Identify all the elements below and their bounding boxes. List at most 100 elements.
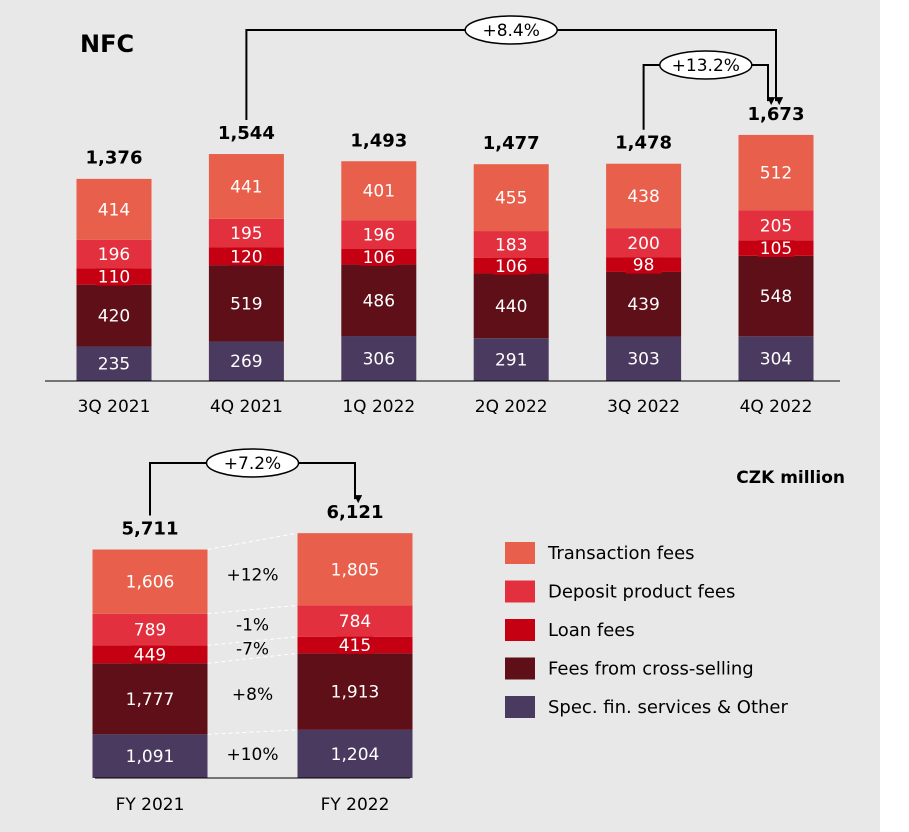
value-label: 789 (134, 621, 166, 641)
legend-label: Loan fees (548, 620, 635, 641)
value-label: 269 (230, 352, 262, 372)
value-label: 110 (98, 268, 130, 288)
value-label: 1,913 (331, 683, 380, 703)
value-label: 303 (627, 350, 659, 370)
legend-swatch (505, 696, 535, 718)
label-box (625, 255, 662, 274)
value-label: 420 (98, 307, 130, 327)
bar-segment (297, 729, 413, 778)
value-label: 205 (760, 216, 792, 236)
value-label: 512 (760, 164, 792, 184)
connector (207, 652, 298, 664)
change-bubble (464, 15, 558, 45)
change-bubble (659, 50, 753, 80)
bar-segment (473, 273, 549, 339)
total-label: 1,493 (350, 131, 407, 152)
bar-segment (606, 228, 682, 258)
legend-label: Transaction fees (547, 543, 695, 564)
bar-segment (341, 336, 417, 381)
value-label: 1,805 (331, 560, 380, 580)
value-label: 291 (495, 351, 527, 371)
connector (207, 532, 298, 551)
value-label: 105 (760, 239, 792, 259)
unit-label: CZK million (736, 468, 845, 488)
value-label: 438 (627, 187, 659, 207)
value-label: 449 (134, 645, 166, 665)
bar-segment (606, 336, 682, 381)
value-label: 120 (230, 247, 262, 267)
value-label: 440 (495, 297, 527, 317)
bar-segment (606, 271, 682, 337)
legend-swatch (505, 580, 535, 603)
bar-segment (473, 338, 549, 381)
bar-segment (92, 549, 208, 614)
bar-segment (297, 605, 413, 637)
bar-segment (208, 154, 284, 219)
value-label: 235 (98, 355, 130, 375)
chart-title: NFC (80, 30, 134, 58)
bar-segment (92, 613, 208, 646)
x-tick-label: 1Q 2022 (342, 397, 415, 417)
value-label: 98 (633, 256, 655, 276)
bar-segment (606, 163, 682, 229)
bar-segment (92, 663, 208, 735)
value-label: 1,091 (126, 747, 175, 767)
x-tick-label: 3Q 2021 (78, 397, 151, 417)
bar-segment (738, 210, 814, 241)
value-label: 196 (363, 226, 395, 246)
change-label: -1% (236, 615, 269, 635)
x-tick-label: 4Q 2021 (210, 397, 283, 417)
value-label: 200 (627, 234, 659, 254)
connector (207, 636, 298, 646)
value-label: 439 (627, 295, 659, 315)
bar-segment (208, 265, 284, 342)
bar-segment (76, 239, 152, 269)
total-label: 1,477 (483, 133, 540, 154)
total-label: 1,544 (218, 123, 275, 144)
x-tick-label: 3Q 2022 (607, 397, 680, 417)
change-annotation: +8.4% (482, 21, 539, 41)
value-label: 106 (495, 257, 527, 277)
total-label: 1,376 (86, 148, 143, 169)
value-label: 183 (495, 236, 527, 256)
total-label: 1,478 (615, 133, 672, 154)
x-tick-label: FY 2021 (116, 795, 185, 815)
value-label: 1,606 (126, 573, 175, 593)
legend-label: Deposit product fees (548, 582, 735, 603)
bar-segment (208, 218, 284, 248)
bar-segment (76, 346, 152, 381)
change-label: +8% (232, 685, 273, 705)
bar-segment (208, 341, 284, 381)
value-label: 1,204 (331, 745, 380, 765)
bar-segment (341, 161, 417, 221)
value-label: 304 (760, 350, 792, 370)
total-label: 5,711 (122, 519, 179, 540)
x-tick-label: FY 2022 (321, 795, 390, 815)
bar-segment (738, 336, 814, 381)
bar-segment (297, 653, 413, 730)
label-box (758, 239, 794, 258)
value-label: 306 (363, 350, 395, 370)
value-label: 548 (760, 287, 792, 307)
value-label: 196 (98, 245, 130, 265)
change-annotation: +7.2% (224, 454, 281, 474)
change-label: -7% (236, 640, 269, 660)
bar-segment (738, 134, 814, 211)
x-tick-label: 2Q 2022 (475, 397, 548, 417)
value-label: 195 (230, 224, 262, 244)
bar-segment (92, 734, 208, 778)
value-label: 441 (230, 177, 262, 197)
change-label: +12% (226, 565, 278, 585)
legend-swatch (505, 657, 535, 680)
value-label: 519 (230, 294, 262, 314)
connector (207, 729, 298, 735)
change-label: +10% (226, 745, 278, 765)
label-box (228, 247, 265, 266)
change-bubble (205, 448, 300, 478)
legend-swatch (505, 542, 535, 564)
value-label: 414 (98, 200, 130, 220)
x-tick-label: 4Q 2022 (740, 397, 813, 417)
bar-segment (76, 284, 152, 347)
label-box (493, 256, 530, 275)
